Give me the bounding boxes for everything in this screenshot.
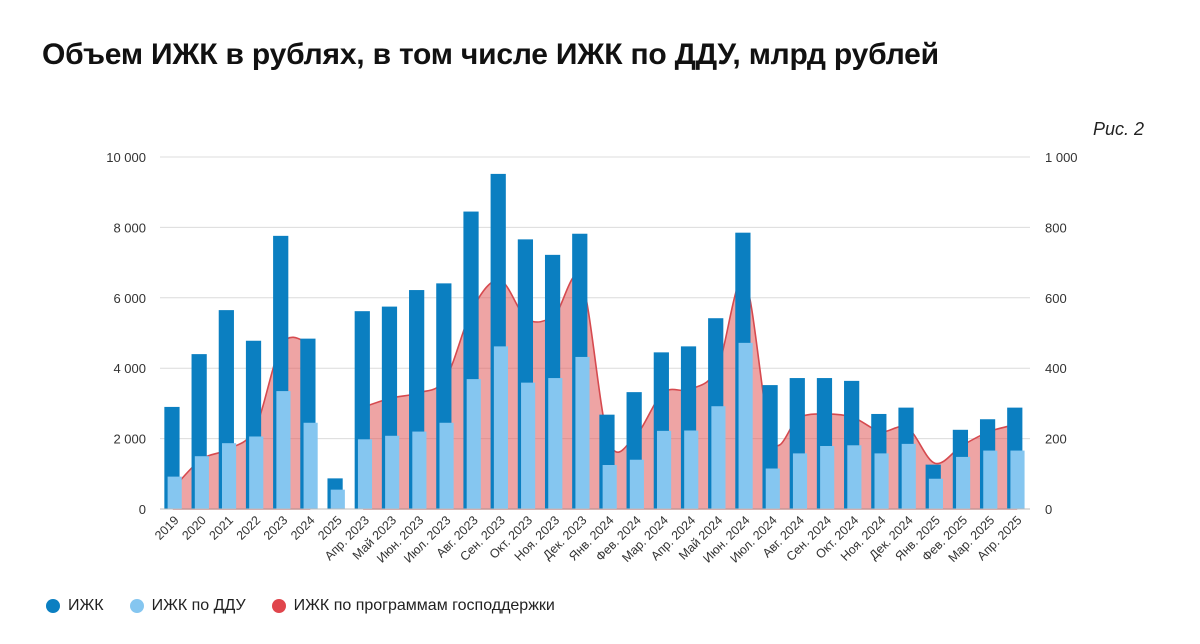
legend-dot-izhk [46, 599, 60, 613]
chart-legend: ИЖК ИЖК по ДДУ ИЖК по программам господд… [46, 597, 555, 615]
bar-izhk-ddu [738, 342, 753, 509]
legend-dot-izhk-ddu [129, 599, 144, 613]
left-axis-tick-label: 0 [139, 502, 146, 517]
bar-izhk-ddu [820, 445, 835, 509]
right-axis-tick-label: 800 [1045, 220, 1067, 235]
right-axis-tick-label: 400 [1045, 361, 1067, 376]
bar-izhk-ddu [874, 453, 889, 509]
left-axis-tick-label: 4 000 [113, 361, 146, 376]
left-axis-tick-label: 6 000 [113, 291, 146, 306]
bar-izhk-ddu [684, 430, 699, 509]
x-axis-tick-label: 2020 [179, 513, 209, 543]
bar-izhk-ddu [983, 450, 998, 509]
area-layer [172, 274, 1018, 510]
left-axis-tick-label: 8 000 [113, 220, 146, 235]
bar-izhk-ddu [194, 456, 209, 509]
bar-izhk-ddu [466, 379, 481, 509]
bar-izhk-ddu [493, 346, 508, 509]
bar-izhk-ddu [385, 435, 400, 509]
right-axis-tick-label: 200 [1045, 432, 1067, 447]
legend-label-izhk: ИЖК [68, 597, 104, 614]
legend-item-izhk: ИЖК [46, 597, 104, 615]
bar-izhk-ddu [956, 456, 971, 509]
bar-izhk-ddu [1010, 450, 1025, 509]
x-axis-tick-label: 2022 [234, 513, 264, 543]
left-axis-tick-label: 2 000 [113, 432, 146, 447]
bar-izhk-ddu [602, 465, 617, 509]
left-axis-tick-label: 10 000 [106, 150, 146, 165]
bar-izhk-ddu [792, 453, 808, 509]
bar-izhk-ddu [167, 476, 182, 509]
legend-label-gov-programs: ИЖК по программам господдержки [293, 597, 555, 614]
right-axis-tick-label: 1 000 [1045, 150, 1078, 165]
legend-label-izhk-ddu: ИЖК по ДДУ [151, 597, 246, 614]
x-axis-tick-label: 2024 [288, 513, 318, 543]
bar-izhk-ddu [548, 378, 563, 509]
legend-item-gov-programs: ИЖК по программам господдержки [271, 597, 555, 615]
bar-izhk-ddu [521, 382, 536, 509]
bar-izhk-ddu [711, 406, 726, 509]
bar-izhk-ddu [249, 436, 264, 509]
bar-izhk-ddu [439, 422, 454, 509]
x-axis-tick-label: 2019 [152, 513, 182, 543]
bar-izhk-ddu [330, 489, 345, 509]
bar-izhk-ddu [221, 443, 237, 509]
bar-izhk-ddu [656, 430, 672, 509]
right-axis-tick-label: 0 [1045, 502, 1052, 517]
bar-izhk-ddu [765, 468, 780, 509]
legend-dot-gov-programs [271, 599, 286, 613]
bar-izhk-ddu [575, 356, 590, 509]
x-axis-tick-label: 2021 [207, 513, 237, 543]
chart-title: Объем ИЖК в рублях, в том числе ИЖК по Д… [42, 38, 939, 71]
bar-izhk-ddu [629, 459, 644, 509]
figure-label: Рис. 2 [1092, 119, 1144, 139]
bar-izhk-ddu [847, 445, 862, 509]
bar-izhk-ddu [928, 478, 943, 509]
bar-izhk-ddu [303, 422, 318, 509]
x-axis-tick-label: 2023 [261, 513, 291, 543]
bar-izhk-ddu [276, 391, 291, 509]
bar-izhk-ddu [357, 439, 373, 509]
legend-item-izhk-ddu: ИЖК по ДДУ [129, 597, 246, 615]
bar-izhk-ddu [901, 443, 916, 509]
right-axis-tick-label: 600 [1045, 291, 1067, 306]
bar-layer [164, 173, 1025, 510]
bar-izhk-ddu [412, 431, 427, 509]
